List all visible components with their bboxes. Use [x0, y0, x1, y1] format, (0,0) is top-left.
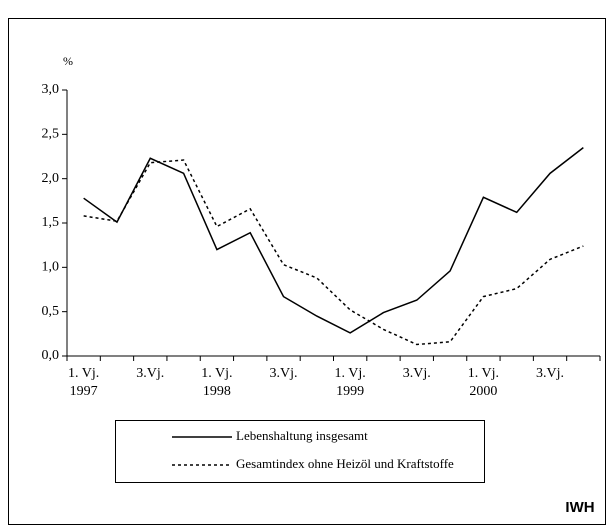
x-tick-label: 1. Vj. — [201, 366, 232, 381]
y-tick-label: 2,0 — [42, 171, 60, 186]
x-year-label: 2000 — [469, 384, 497, 399]
y-unit: % — [63, 54, 73, 68]
frame — [8, 18, 606, 525]
legend-label: Lebenshaltung insgesamt — [236, 428, 368, 443]
x-tick-label: 3.Vj. — [403, 366, 431, 381]
x-year-label: 1997 — [70, 384, 98, 399]
x-tick-label: 1. Vj. — [68, 366, 99, 381]
x-tick-label: 3.Vj. — [136, 366, 164, 381]
series-line — [83, 159, 584, 346]
y-tick-label: 1,0 — [42, 260, 60, 275]
x-tick-label: 3.Vj. — [270, 366, 298, 381]
source: IWH — [565, 499, 594, 516]
legend-label: Gesamtindex ohne Heizöl und Kraftstoffe — [236, 456, 454, 471]
x-tick-label: 1. Vj. — [468, 366, 499, 381]
y-tick-label: 2,5 — [42, 127, 60, 142]
x-year-label: 1998 — [203, 384, 231, 399]
x-tick-label: 1. Vj. — [335, 366, 366, 381]
y-tick-label: 3,0 — [42, 82, 60, 97]
x-year-label: 1999 — [336, 384, 364, 399]
x-tick-label: 3.Vj. — [536, 366, 564, 381]
legend-box — [115, 420, 485, 483]
y-tick-label: 0,0 — [42, 348, 60, 363]
y-tick-label: 0,5 — [42, 304, 60, 319]
y-tick-label: 1,5 — [42, 215, 60, 230]
series-line — [83, 147, 584, 334]
